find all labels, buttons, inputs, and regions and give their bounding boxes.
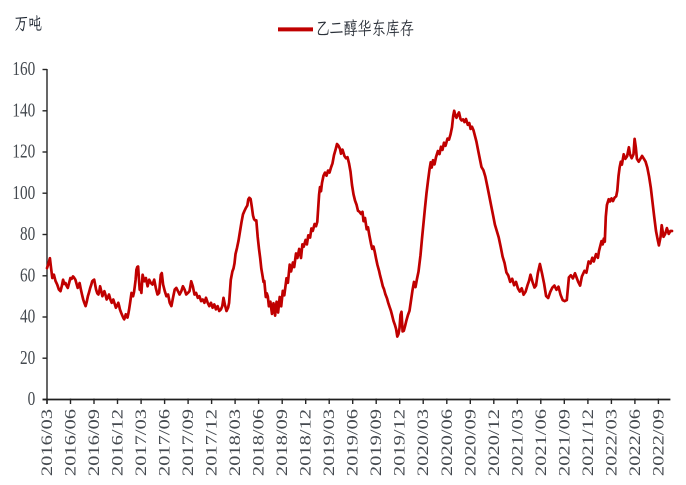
svg-text:2016/12: 2016/12 xyxy=(109,409,126,476)
svg-text:140: 140 xyxy=(12,98,35,120)
svg-text:2017/06: 2017/06 xyxy=(156,409,173,476)
svg-text:0: 0 xyxy=(28,387,36,409)
svg-text:2020/09: 2020/09 xyxy=(462,409,479,476)
svg-text:2019/03: 2019/03 xyxy=(320,409,337,476)
svg-text:2017/03: 2017/03 xyxy=(132,409,149,476)
svg-text:2018/03: 2018/03 xyxy=(226,409,243,476)
svg-text:2018/09: 2018/09 xyxy=(273,409,290,476)
svg-text:2021/06: 2021/06 xyxy=(532,409,549,476)
svg-text:2019/09: 2019/09 xyxy=(367,409,384,476)
svg-text:2020/06: 2020/06 xyxy=(438,409,455,476)
svg-text:2022/03: 2022/03 xyxy=(603,409,620,476)
svg-text:2020/12: 2020/12 xyxy=(485,409,502,476)
svg-text:2017/09: 2017/09 xyxy=(179,409,196,476)
svg-text:2022/09: 2022/09 xyxy=(650,409,667,476)
svg-text:80: 80 xyxy=(20,222,35,244)
svg-text:40: 40 xyxy=(20,305,35,327)
svg-text:2018/12: 2018/12 xyxy=(297,409,314,476)
svg-text:120: 120 xyxy=(12,140,35,162)
svg-text:2018/06: 2018/06 xyxy=(250,409,267,476)
svg-text:2019/06: 2019/06 xyxy=(344,409,361,476)
svg-text:2019/12: 2019/12 xyxy=(391,409,408,476)
svg-text:2020/03: 2020/03 xyxy=(414,409,431,476)
svg-text:2022/06: 2022/06 xyxy=(626,409,643,476)
svg-text:60: 60 xyxy=(20,263,35,285)
svg-text:2016/06: 2016/06 xyxy=(62,409,79,476)
svg-text:160: 160 xyxy=(12,57,35,79)
svg-text:2021/09: 2021/09 xyxy=(556,409,573,476)
svg-text:2016/03: 2016/03 xyxy=(38,409,55,476)
svg-text:20: 20 xyxy=(20,346,35,368)
svg-text:2021/12: 2021/12 xyxy=(579,409,596,476)
svg-text:2021/03: 2021/03 xyxy=(509,409,526,476)
svg-text:100: 100 xyxy=(12,181,35,203)
svg-text:2016/09: 2016/09 xyxy=(85,409,102,476)
svg-text:2017/12: 2017/12 xyxy=(203,409,220,476)
